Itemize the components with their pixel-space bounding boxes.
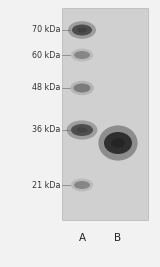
Ellipse shape [71,124,93,136]
Text: 21 kDa: 21 kDa [32,180,60,190]
Ellipse shape [67,120,97,140]
Text: 60 kDa: 60 kDa [32,50,60,60]
Text: 70 kDa: 70 kDa [32,26,60,34]
Ellipse shape [74,181,90,189]
Text: A: A [78,233,86,243]
Ellipse shape [71,49,93,61]
Ellipse shape [98,125,138,160]
Ellipse shape [76,127,88,133]
Ellipse shape [104,132,132,154]
Text: 36 kDa: 36 kDa [32,125,60,135]
Ellipse shape [73,84,91,92]
Ellipse shape [111,138,125,148]
Ellipse shape [70,81,94,95]
Ellipse shape [71,179,93,191]
Ellipse shape [72,25,92,36]
Text: B: B [114,233,122,243]
Ellipse shape [77,28,87,33]
Text: 48 kDa: 48 kDa [32,84,60,92]
Ellipse shape [68,21,96,39]
Ellipse shape [74,51,90,59]
Bar [62,8,148,220]
